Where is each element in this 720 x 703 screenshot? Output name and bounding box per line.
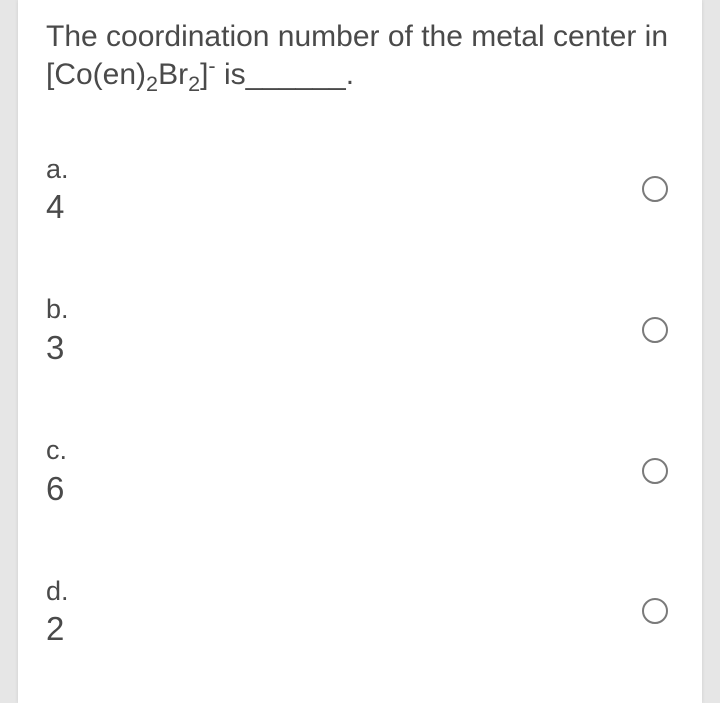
option-letter: c. [46, 434, 67, 466]
option-d[interactable]: d. 2 [46, 575, 674, 648]
q-mid: Br [158, 58, 188, 91]
radio-a[interactable] [642, 176, 668, 202]
option-value: 2 [46, 611, 69, 647]
question-card: The coordination number of the metal cen… [18, 0, 702, 703]
option-letter: d. [46, 575, 69, 607]
option-d-text: d. 2 [46, 575, 69, 648]
q-sub2: 2 [188, 71, 200, 96]
option-value: 3 [46, 330, 69, 366]
q-sub1: 2 [146, 71, 158, 96]
option-letter: b. [46, 293, 69, 325]
option-b-text: b. 3 [46, 293, 69, 366]
option-c-text: c. 6 [46, 434, 67, 507]
option-value: 4 [46, 189, 69, 225]
q-after: is______. [216, 58, 354, 91]
option-letter: a. [46, 153, 69, 185]
option-a-text: a. 4 [46, 153, 69, 226]
radio-b[interactable] [642, 317, 668, 343]
option-c[interactable]: c. 6 [46, 434, 674, 507]
option-b[interactable]: b. 3 [46, 293, 674, 366]
option-value: 6 [46, 471, 67, 507]
q-super: - [208, 53, 215, 78]
radio-d[interactable] [642, 598, 668, 624]
q-pre: The coordination number of the metal cen… [46, 20, 668, 91]
question-text: The coordination number of the metal cen… [46, 18, 674, 95]
radio-c[interactable] [642, 458, 668, 484]
option-a[interactable]: a. 4 [46, 153, 674, 226]
